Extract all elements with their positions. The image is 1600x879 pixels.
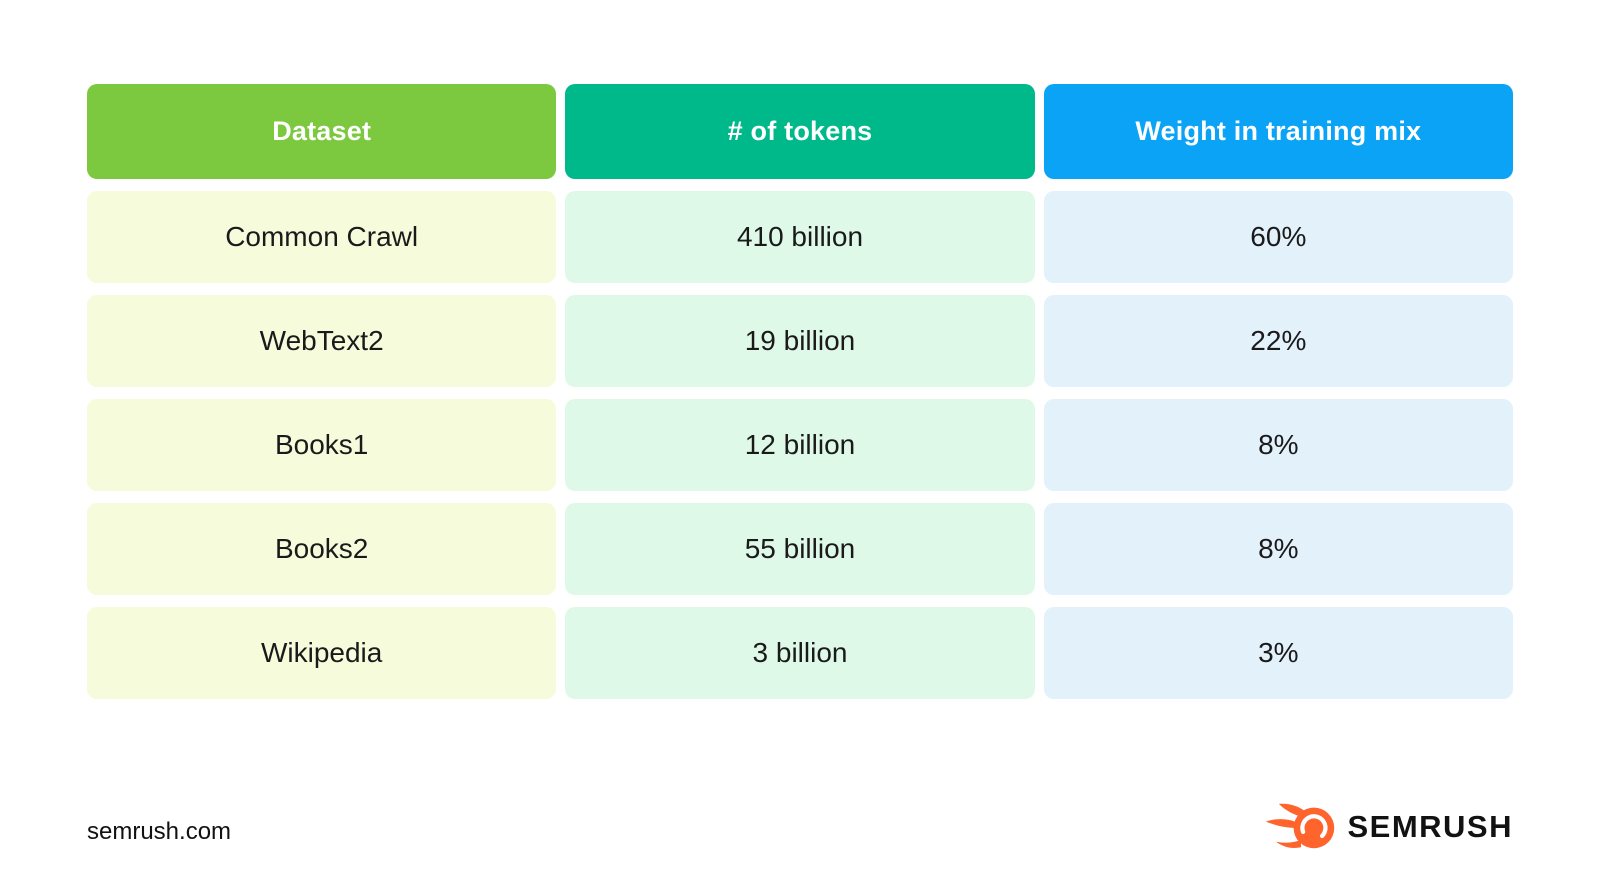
cell-dataset: Common Crawl xyxy=(87,191,557,283)
cell-weight: 22% xyxy=(1043,295,1513,387)
cell-dataset: Wikipedia xyxy=(87,607,557,699)
cell-tokens: 3 billion xyxy=(565,607,1035,699)
training-data-table: Dataset # of tokens Weight in training m… xyxy=(87,84,1513,699)
cell-tokens: 55 billion xyxy=(565,503,1035,595)
cell-tokens: 12 billion xyxy=(565,399,1035,491)
cell-weight: 8% xyxy=(1043,503,1513,595)
cell-dataset: WebText2 xyxy=(87,295,557,387)
cell-dataset: Books2 xyxy=(87,503,557,595)
cell-weight: 60% xyxy=(1043,191,1513,283)
semrush-wordmark: SEMRUSH xyxy=(1347,809,1513,844)
cell-weight: 3% xyxy=(1043,607,1513,699)
semrush-flame-icon xyxy=(1265,800,1337,854)
column-header-weight: Weight in training mix xyxy=(1043,84,1513,179)
cell-tokens: 19 billion xyxy=(565,295,1035,387)
column-header-tokens: # of tokens xyxy=(565,84,1035,179)
cell-dataset: Books1 xyxy=(87,399,557,491)
column-header-dataset: Dataset xyxy=(87,84,557,179)
cell-weight: 8% xyxy=(1043,399,1513,491)
source-url: semrush.com xyxy=(87,818,232,845)
cell-tokens: 410 billion xyxy=(565,191,1035,283)
semrush-logo: SEMRUSH xyxy=(1265,799,1513,855)
